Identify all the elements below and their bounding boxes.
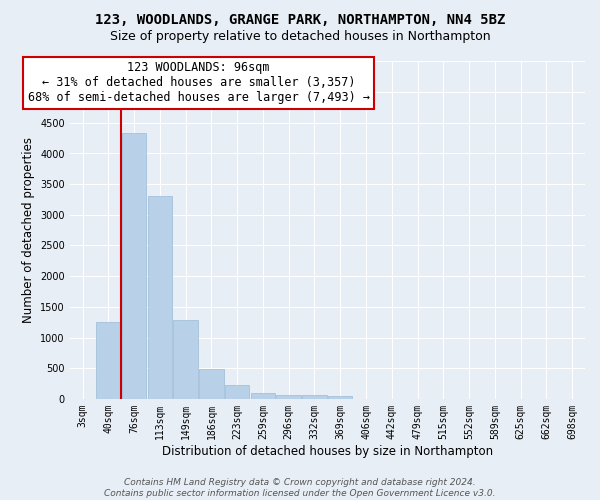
Bar xyxy=(277,394,301,399)
Bar xyxy=(251,394,275,399)
Bar xyxy=(96,322,121,399)
Text: 123, WOODLANDS, GRANGE PARK, NORTHAMPTON, NN4 5BZ: 123, WOODLANDS, GRANGE PARK, NORTHAMPTON… xyxy=(95,12,505,26)
Y-axis label: Number of detached properties: Number of detached properties xyxy=(22,137,35,323)
Bar xyxy=(225,386,250,399)
Text: Size of property relative to detached houses in Northampton: Size of property relative to detached ho… xyxy=(110,30,490,43)
Bar xyxy=(148,196,172,399)
Bar xyxy=(173,320,198,399)
Text: Contains HM Land Registry data © Crown copyright and database right 2024.
Contai: Contains HM Land Registry data © Crown c… xyxy=(104,478,496,498)
Text: 123 WOODLANDS: 96sqm
← 31% of detached houses are smaller (3,357)
68% of semi-de: 123 WOODLANDS: 96sqm ← 31% of detached h… xyxy=(28,62,370,104)
Bar xyxy=(302,396,327,399)
Bar xyxy=(199,369,224,399)
Bar xyxy=(122,134,146,399)
X-axis label: Distribution of detached houses by size in Northampton: Distribution of detached houses by size … xyxy=(162,444,493,458)
Bar xyxy=(328,396,352,399)
